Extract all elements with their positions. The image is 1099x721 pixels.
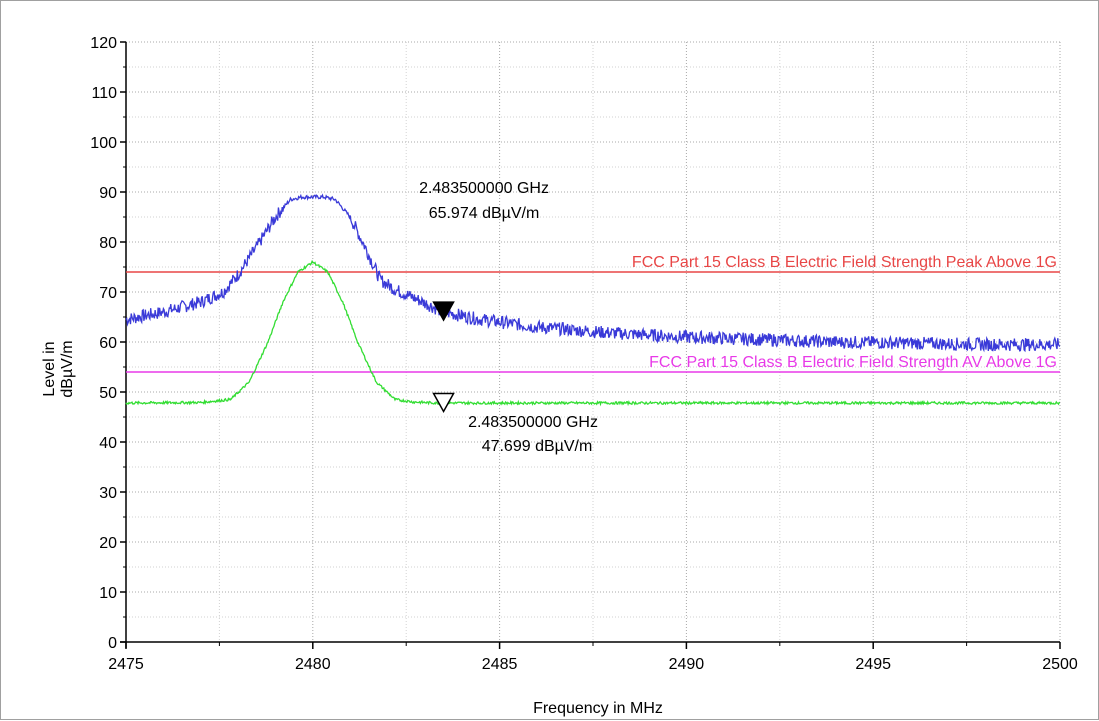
y-tick-label: 40 — [99, 435, 117, 452]
marker-triangle — [432, 301, 455, 322]
y-tick-label: 0 — [108, 635, 117, 652]
marker2-frequency: 2.483500000 GHz — [468, 414, 598, 431]
x-tick-label: 2485 — [482, 656, 518, 673]
y-tick-label: 110 — [91, 85, 117, 102]
y-tick-label: 20 — [99, 535, 117, 552]
axes — [120, 42, 1060, 648]
series-group — [125, 193, 1061, 407]
y-tick-label: 100 — [90, 135, 117, 152]
marker2-level: 47.699 dBµV/m — [482, 438, 593, 455]
x-tick-label: 2475 — [108, 656, 144, 673]
marker-triangle — [432, 392, 455, 414]
x-tick-label: 2490 — [669, 656, 705, 673]
y-tick-label: 60 — [99, 335, 117, 352]
y-tick-label: 50 — [99, 385, 117, 402]
limit-line-label: FCC Part 15 Class B Electric Field Stren… — [632, 254, 1057, 271]
y-tick-label: 80 — [99, 235, 117, 252]
y-tick-label: 70 — [99, 285, 117, 302]
y-axis-title-line1: Level in — [41, 341, 58, 396]
limit-lines: FCC Part 15 Class B Electric Field Stren… — [126, 254, 1060, 373]
x-axis-title: Frequency in MHz — [533, 700, 663, 717]
y-tick-label: 10 — [99, 585, 117, 602]
x-tick-label: 2495 — [855, 656, 891, 673]
x-axis-ticks: 2475 2480 2485 2490 2495 2500 — [108, 642, 1078, 673]
x-tick-label: 2480 — [295, 656, 331, 673]
peak-trace — [125, 193, 1061, 353]
y-axis-ticks: 0 10 20 30 40 50 60 70 80 90 100 110 120 — [90, 35, 126, 652]
marker1-frequency: 2.483500000 GHz — [419, 180, 549, 197]
average-trace — [125, 259, 1060, 407]
marker1-level: 65.974 dBµV/m — [429, 205, 540, 222]
y-tick-label: 30 — [99, 485, 117, 502]
x-tick-label: 2500 — [1042, 656, 1078, 673]
y-axis-title-line2: dBµV/m — [59, 340, 76, 397]
limit-line-label: FCC Part 15 Class B Electric Field Stren… — [649, 354, 1057, 371]
markers-group: 2.483500000 GHz 65.974 dBµV/m 2.483500000 … — [419, 180, 598, 455]
y-tick-label: 90 — [99, 185, 117, 202]
y-tick-label: 120 — [90, 35, 117, 52]
